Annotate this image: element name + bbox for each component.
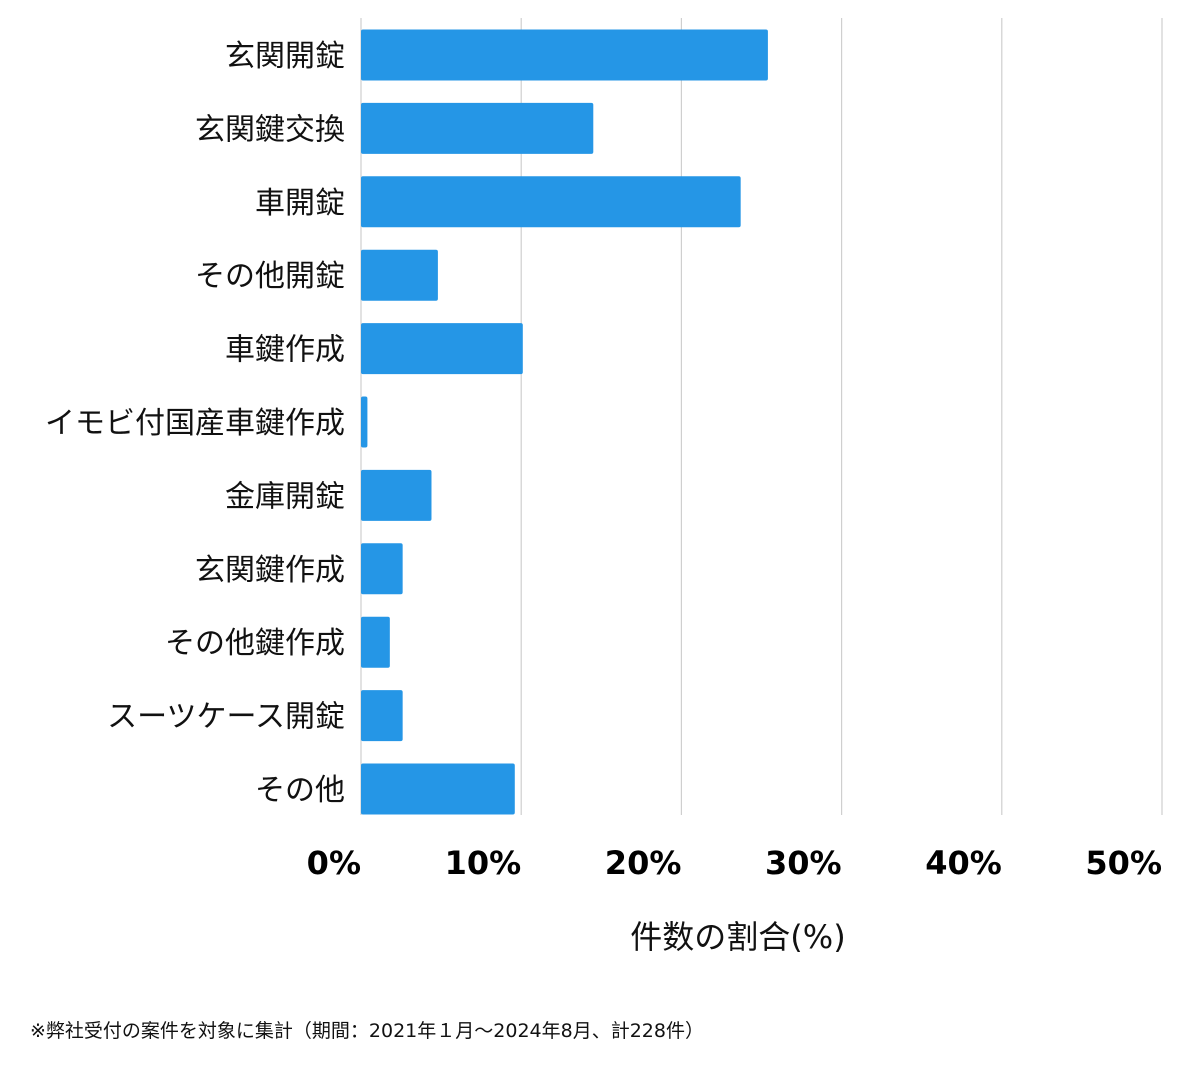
x-tick-label: 50% xyxy=(1085,844,1162,882)
bar xyxy=(361,176,741,228)
category-label: イモビ付国産車鍵作成 xyxy=(45,406,345,441)
x-tick-label: 0% xyxy=(307,844,361,882)
category-label: 車開錠 xyxy=(255,186,345,221)
bar xyxy=(361,323,523,375)
bar xyxy=(361,249,438,301)
bar xyxy=(361,763,515,815)
bar xyxy=(361,690,403,742)
bar xyxy=(361,102,594,154)
bar xyxy=(361,616,390,668)
category-labels: 玄関開錠玄関鍵交換車開錠その他開錠車鍵作成イモビ付国産車鍵作成金庫開錠玄関鍵作成… xyxy=(45,39,345,808)
category-label: その他 xyxy=(255,773,345,808)
bar xyxy=(361,396,368,448)
bar-chart: 玄関開錠玄関鍵交換車開錠その他開錠車鍵作成イモビ付国産車鍵作成金庫開錠玄関鍵作成… xyxy=(45,18,1163,956)
x-tick-label: 30% xyxy=(765,844,842,882)
category-label: その他鍵作成 xyxy=(165,626,345,661)
category-label: スーツケース開錠 xyxy=(107,700,345,735)
bar xyxy=(361,29,768,81)
x-tick-labels: 0% 10% 20% 30% 40% 50% xyxy=(307,844,1162,882)
category-label: 玄関鍵作成 xyxy=(195,553,345,588)
x-tick-label: 20% xyxy=(605,844,682,882)
x-tick-label: 10% xyxy=(445,844,522,882)
footnote: ※弊社受付の案件を対象に集計（期間：2021年１月〜2024年8月、計228件） xyxy=(30,1020,704,1042)
category-label: 玄関鍵交換 xyxy=(195,112,345,147)
bar xyxy=(361,469,432,521)
category-label: 車鍵作成 xyxy=(225,333,345,368)
category-label: 玄関開錠 xyxy=(225,39,345,74)
x-tick-label: 40% xyxy=(925,844,1002,882)
category-label: 金庫開錠 xyxy=(225,479,345,514)
x-axis-title: 件数の割合(%) xyxy=(630,918,845,956)
category-label: その他開錠 xyxy=(195,259,345,294)
bar xyxy=(361,543,403,595)
bars xyxy=(361,29,768,815)
